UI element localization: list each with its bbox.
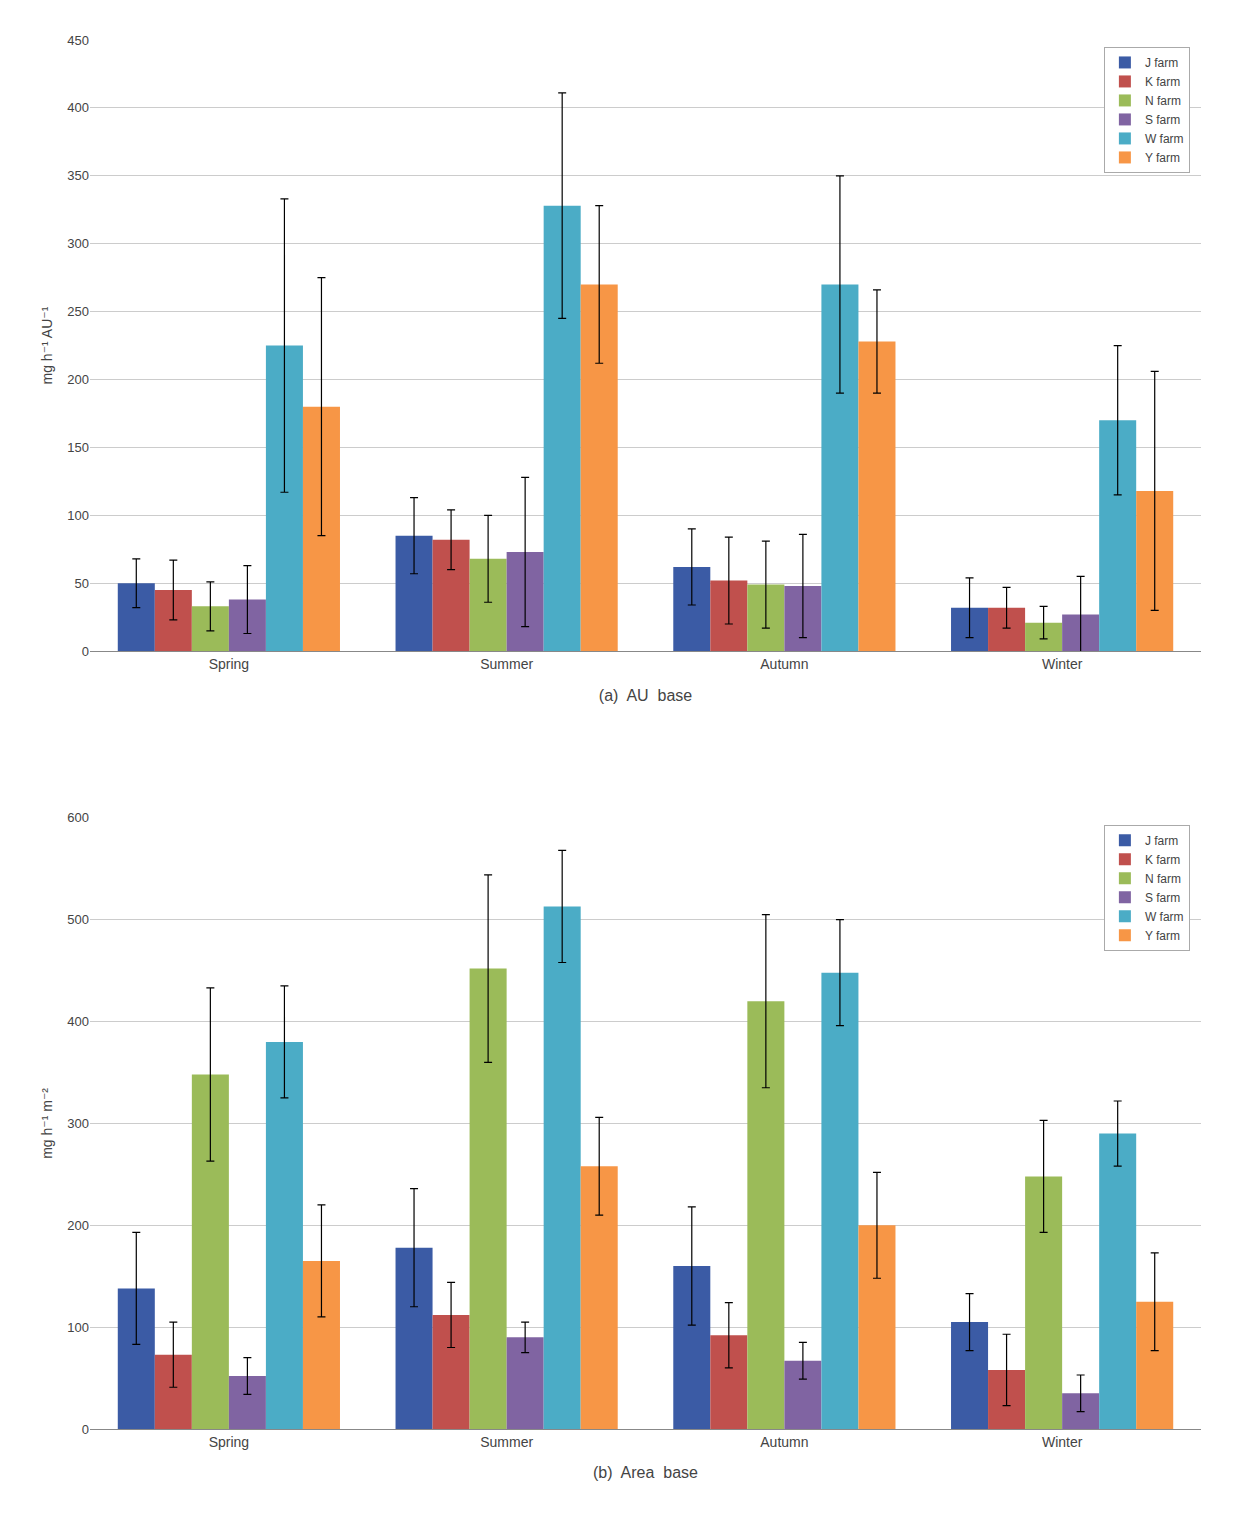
svg-text:100: 100 [67, 1320, 89, 1335]
svg-text:0: 0 [82, 644, 89, 659]
svg-text:200: 200 [67, 1218, 89, 1233]
svg-text:W farm: W farm [1145, 910, 1184, 924]
svg-text:150: 150 [67, 440, 89, 455]
svg-text:100: 100 [67, 508, 89, 523]
svg-text:Autumn: Autumn [760, 656, 808, 672]
svg-text:300: 300 [67, 1116, 89, 1131]
svg-text:mg h⁻¹ AU⁻¹: mg h⁻¹ AU⁻¹ [39, 306, 55, 384]
svg-text:400: 400 [67, 100, 89, 115]
svg-text:K farm: K farm [1145, 75, 1180, 89]
svg-text:Spring: Spring [209, 656, 249, 672]
svg-text:N farm: N farm [1145, 872, 1181, 886]
svg-text:Winter: Winter [1042, 656, 1083, 672]
svg-text:Autumn: Autumn [760, 1434, 808, 1450]
svg-text:S farm: S farm [1145, 113, 1180, 127]
svg-text:mg h⁻¹ m⁻²: mg h⁻¹ m⁻² [39, 1088, 55, 1159]
svg-text:Spring: Spring [209, 1434, 249, 1450]
svg-text:S farm: S farm [1145, 891, 1180, 905]
svg-text:50: 50 [75, 576, 89, 591]
svg-text:J farm: J farm [1145, 56, 1178, 70]
svg-text:Y farm: Y farm [1145, 151, 1180, 165]
svg-text:Winter: Winter [1042, 1434, 1083, 1450]
svg-text:Summer: Summer [480, 656, 533, 672]
svg-text:600: 600 [67, 810, 89, 825]
svg-text:0: 0 [82, 1422, 89, 1437]
svg-text:N farm: N farm [1145, 94, 1181, 108]
svg-text:300: 300 [67, 236, 89, 251]
svg-text:(a) AU base: (a) AU base [599, 687, 692, 704]
svg-text:350: 350 [67, 168, 89, 183]
svg-text:Y farm: Y farm [1145, 929, 1180, 943]
svg-text:400: 400 [67, 1014, 89, 1029]
svg-text:250: 250 [67, 304, 89, 319]
svg-text:Summer: Summer [480, 1434, 533, 1450]
svg-text:W farm: W farm [1145, 132, 1184, 146]
svg-text:J farm: J farm [1145, 834, 1178, 848]
svg-text:450: 450 [67, 33, 89, 48]
svg-text:(b) Area base: (b) Area base [593, 1464, 698, 1481]
svg-text:200: 200 [67, 372, 89, 387]
svg-text:500: 500 [67, 912, 89, 927]
svg-text:K farm: K farm [1145, 853, 1180, 867]
